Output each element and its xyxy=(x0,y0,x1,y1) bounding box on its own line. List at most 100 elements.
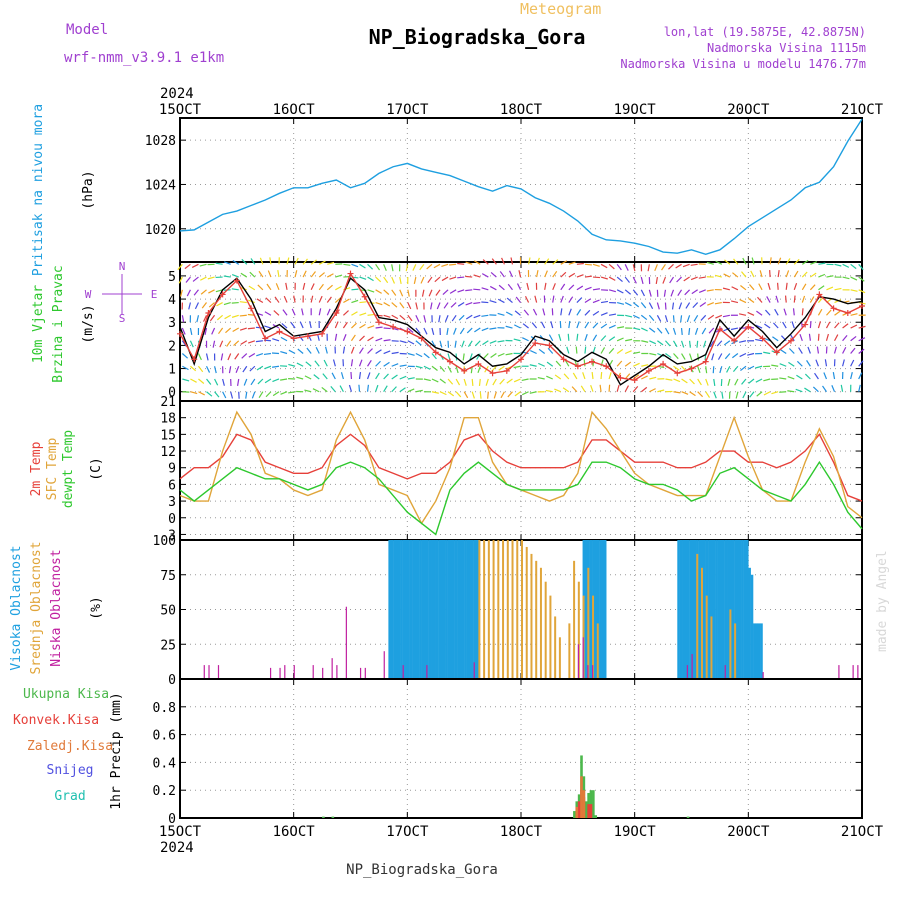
wind-arrow xyxy=(318,295,323,303)
wind-arrow xyxy=(655,276,658,285)
wind-arrow xyxy=(181,315,185,323)
cloud-bar xyxy=(708,540,711,679)
wind-arrow xyxy=(649,376,657,380)
wind-arrow xyxy=(283,295,288,303)
cloud-bar xyxy=(203,665,205,679)
wind-arrow xyxy=(375,301,383,306)
wind-arrow xyxy=(850,263,857,270)
compass-cross xyxy=(102,274,142,314)
wind-arrow xyxy=(699,302,707,307)
gust-marker xyxy=(276,328,283,335)
wind-arrow xyxy=(442,289,449,295)
wind-arrow xyxy=(831,385,836,392)
wind-arrow xyxy=(241,258,248,265)
precip-bar xyxy=(589,804,593,818)
time-tick-top: 19OCT xyxy=(614,102,657,118)
wind-arrow xyxy=(742,257,747,265)
pressure-ytick-label: 1028 xyxy=(145,134,176,149)
wind-arrow xyxy=(465,289,473,292)
precip-bar xyxy=(577,801,581,818)
cloud-bar xyxy=(393,540,396,679)
precip-ytick-label: 0.4 xyxy=(153,756,177,771)
wind-arrow xyxy=(740,285,747,291)
wind-arrow xyxy=(288,349,296,355)
time-tick-top: 18OCT xyxy=(500,102,543,118)
gust-marker xyxy=(518,356,524,363)
wind-arrow xyxy=(177,263,183,271)
wind-arrow xyxy=(834,334,839,342)
wind-arrow xyxy=(383,350,391,355)
wind-arrow xyxy=(383,361,390,367)
wind-arrow xyxy=(567,333,570,341)
wind-arrow xyxy=(240,272,248,278)
wind-arrow xyxy=(712,366,715,374)
wind-arrow xyxy=(191,263,199,268)
wind-arrow xyxy=(673,365,680,371)
wind-arrow xyxy=(242,365,248,373)
wind-arrow xyxy=(441,276,449,282)
wind-arrow xyxy=(272,378,280,383)
wind-arrow xyxy=(339,385,344,393)
wind-arrow xyxy=(375,349,382,355)
wind-arrow xyxy=(474,327,481,333)
wind-arrow xyxy=(490,271,497,278)
wind-arrow xyxy=(701,327,707,335)
wind-arrow xyxy=(449,289,457,294)
wind-arrow xyxy=(259,257,264,265)
cloud-bar xyxy=(729,609,732,679)
wind-arrow xyxy=(815,359,819,367)
wind-arrow xyxy=(351,322,357,329)
wind-arrow xyxy=(473,301,481,305)
wind-arrow xyxy=(405,264,409,272)
wind-arrow xyxy=(515,296,521,303)
wind-arrow xyxy=(350,359,354,367)
wind-arrow xyxy=(275,283,280,291)
gust-marker xyxy=(787,337,794,344)
wind-arrow xyxy=(189,340,194,348)
wind-arrow xyxy=(584,298,592,304)
wind-arrow xyxy=(734,378,739,386)
cloud-bar xyxy=(525,546,528,679)
wind-arrow xyxy=(375,360,381,367)
wind-arrow xyxy=(507,283,513,291)
precip-ytick-label: 0.2 xyxy=(153,784,176,799)
wind-arrow xyxy=(181,327,186,335)
wind-arrow xyxy=(616,384,620,392)
cloud-bar xyxy=(596,623,599,679)
lonlat-text: lon,lat (19.5875E, 42.8875N) xyxy=(664,25,866,39)
cloud-bar xyxy=(419,540,422,679)
wind-arrow xyxy=(485,378,489,386)
wind-arrow xyxy=(482,340,489,346)
wind-arrow xyxy=(513,378,521,383)
cloud-bar xyxy=(492,540,495,679)
wind-arrow xyxy=(676,276,682,283)
wind-arrow xyxy=(208,289,215,294)
wind-arrow xyxy=(521,378,529,382)
wind-arrow xyxy=(825,321,831,329)
wind-arrow xyxy=(342,334,347,341)
gust-marker xyxy=(446,358,453,365)
precip-panel: 0 0.2 0.4 0.6 0.8 xyxy=(153,678,863,827)
wind-arrow xyxy=(719,366,723,374)
wind-arrow xyxy=(817,321,822,329)
wind-arrow xyxy=(359,323,366,329)
wind-arrow xyxy=(351,311,358,316)
wind-arrow xyxy=(807,346,811,354)
wind-arrow xyxy=(552,283,556,291)
precip-bar xyxy=(584,801,588,818)
wind-arrow xyxy=(647,264,650,272)
wind-arrow xyxy=(391,276,396,284)
wind-arrow xyxy=(568,284,575,291)
wind-arrow xyxy=(206,391,213,397)
cloud-bar xyxy=(738,540,742,679)
wind-ylabel-2: Brzina i Pravac xyxy=(51,265,66,382)
wind-arrow xyxy=(641,327,648,332)
wind-arrow xyxy=(822,385,827,393)
wind-arrow xyxy=(798,347,803,354)
wind-arrow xyxy=(842,347,847,354)
gust-marker xyxy=(702,358,709,365)
wind-arrow xyxy=(663,289,667,297)
wind-arrow xyxy=(264,325,272,329)
wind-arrow xyxy=(657,389,665,393)
wind-arrow xyxy=(218,327,224,335)
